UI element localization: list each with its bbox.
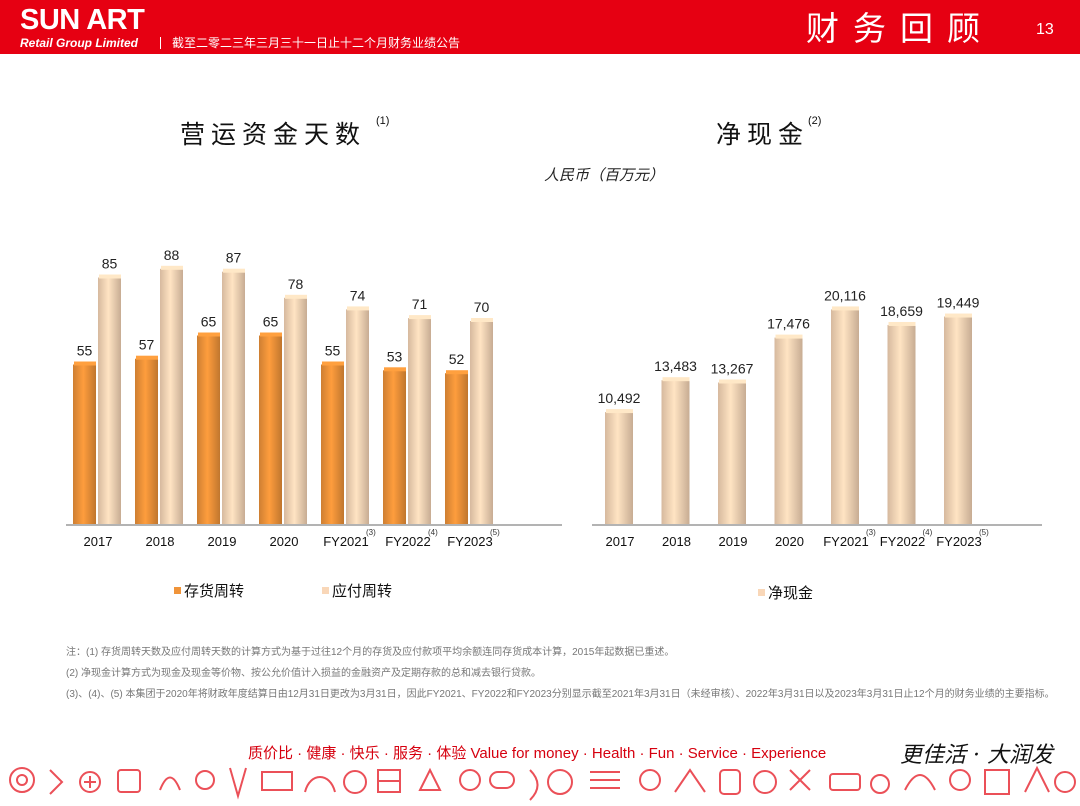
wc-value-label-1-5: 71: [412, 296, 428, 312]
wc-value-label-0-6: 52: [449, 351, 465, 367]
footnotes: 注：(1) 存货周转天数及应付周转天数的计算方式为基于过往12个月的存货及应付款…: [66, 642, 1056, 705]
wc-bar-1-4: [346, 309, 369, 524]
wc-tick-label-2: 2019: [208, 534, 237, 549]
footnote-2: (2) 净现金计算方式为现金及现金等价物、按公允价值计入损益的金融资产及定期存款…: [66, 668, 541, 679]
logo-sub-text: Retail Group Limited: [20, 36, 139, 50]
wc-value-label-0-1: 57: [139, 337, 155, 353]
wc-bar-1-6: [470, 321, 493, 524]
legend-label-payables: 应付周转: [332, 583, 393, 600]
wc-bar-0-4: [321, 364, 344, 524]
wc-bar-1-0: [98, 277, 121, 524]
wc-tick-label-3: 2020: [270, 534, 299, 549]
footnote-1: 注：(1) 存货周转天数及应付周转天数的计算方式为基于过往12个月的存货及应付款…: [66, 647, 675, 658]
right-chart-title: 净现金: [716, 120, 810, 149]
wc-bar-1-5: [408, 318, 431, 524]
wc-bar-0-2: [197, 335, 220, 524]
wc-bar-0-1: [135, 358, 158, 524]
wc-bar-1-1: [160, 268, 183, 524]
wc-bar-1-2: [222, 271, 245, 524]
left-chart-title-footnote: (1): [376, 115, 390, 127]
wc-value-label-0-0: 55: [77, 343, 93, 359]
wc-tick-label-1: 2018: [146, 534, 175, 549]
footer-slogan: 质价比 · 健康 · 快乐 · 服务 · 体验 Value for money …: [248, 745, 827, 762]
wc-value-label-1-2: 87: [226, 250, 242, 266]
wc-tick-label-0: 2017: [84, 534, 113, 549]
left-chart-title: 营运资金天数: [180, 120, 367, 149]
wc-bar-top-0-1: [136, 355, 158, 360]
wc-value-label-0-2: 65: [201, 314, 217, 330]
wc-value-label-1-0: 85: [102, 256, 118, 272]
brand-script-logo: 更佳活 · 大润发: [900, 743, 1053, 768]
wc-bar-1-3: [284, 297, 307, 524]
wc-value-label-0-5: 53: [387, 348, 403, 364]
wc-tick-footnote-5: (4): [428, 528, 438, 537]
legend-payables: 应付周转: [322, 580, 392, 601]
wc-value-label-1-6: 70: [474, 299, 490, 315]
page-title: 财务回顾: [806, 10, 994, 47]
wc-bar-top-0-3: [260, 332, 282, 337]
logo-main-text: SUN ART: [20, 4, 145, 36]
wc-bar-top-1-6: [471, 318, 493, 322]
wc-bar-0-6: [445, 373, 468, 524]
wc-bar-top-1-0: [99, 274, 121, 279]
wc-bar-0-5: [383, 370, 406, 524]
wc-bar-top-0-4: [322, 361, 344, 366]
wc-bar-top-1-2: [223, 268, 245, 273]
wc-bar-top-0-5: [384, 367, 406, 372]
wc-tick-footnote-4: (3): [366, 528, 376, 537]
wc-value-label-1-1: 88: [164, 247, 180, 263]
wc-tick-footnote-6: (5): [490, 528, 500, 537]
legend-swatch-net-cash: [758, 589, 765, 596]
footer-doodle-pattern: [9, 765, 1076, 801]
wc-value-label-0-4: 55: [325, 343, 341, 359]
wc-bar-top-1-3: [285, 294, 307, 299]
header-bar: SUN ART Retail Group Limited 截至二零二三年三月三十…: [0, 0, 1080, 54]
wc-bar-top-0-6: [446, 370, 468, 375]
wc-bar-0-0: [73, 364, 96, 524]
wc-bar-top-0-2: [198, 332, 220, 337]
legend-label-inventory: 存货周转: [184, 583, 245, 600]
wc-tick-label-5: FY2022: [385, 534, 431, 549]
wc-bar-top-1-4: [347, 306, 369, 311]
legend-inventory: 存货周转: [174, 580, 244, 601]
legend-label-net-cash: 净现金: [768, 585, 814, 602]
header-subtitle: 截至二零二三年三月三十一日止十二个月财务业绩公告: [172, 36, 461, 50]
wc-bar-top-1-5: [409, 315, 431, 320]
page-number: 13: [1036, 21, 1054, 38]
wc-bar-top-1-1: [161, 265, 183, 270]
wc-bar-top-0-0: [74, 361, 96, 366]
legend-net-cash: 净现金: [758, 582, 813, 603]
legend-swatch-inventory: [174, 587, 181, 594]
wc-bar-0-3: [259, 335, 282, 524]
wc-value-label-1-3: 78: [288, 276, 304, 292]
wc-tick-label-6: FY2023: [447, 534, 493, 549]
legend-swatch-payables: [322, 587, 329, 594]
header-divider: [160, 37, 161, 49]
right-chart-title-footnote: (2): [808, 115, 822, 127]
wc-value-label-1-4: 74: [350, 287, 366, 303]
right-chart-unit: 人民币（百万元）: [544, 167, 665, 184]
wc-tick-label-4: FY2021: [323, 534, 369, 549]
wc-value-label-0-3: 65: [263, 314, 279, 330]
footnote-3: (3)、(4)、(5) 本集团于2020年将财政年度结算日由12月31日更改为3…: [66, 689, 1055, 700]
